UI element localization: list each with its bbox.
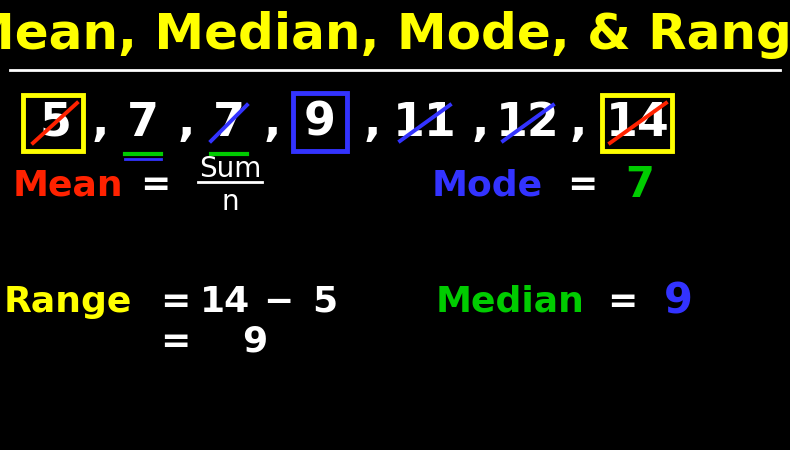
Bar <box>23 95 83 151</box>
Text: Median: Median <box>435 285 585 319</box>
Bar <box>293 93 347 151</box>
Text: 11: 11 <box>393 100 457 145</box>
Text: 7: 7 <box>213 100 245 145</box>
Text: Range: Range <box>4 285 132 319</box>
Text: −: − <box>263 285 293 319</box>
Text: 5: 5 <box>39 100 71 145</box>
Text: =: = <box>566 168 597 202</box>
Text: ,: , <box>177 100 194 145</box>
Text: =: = <box>607 285 638 319</box>
Text: Mean: Mean <box>13 168 123 202</box>
Text: 7: 7 <box>127 100 159 145</box>
Text: ,: , <box>92 100 109 145</box>
Bar <box>602 95 672 151</box>
Text: n: n <box>221 188 239 216</box>
Text: =: = <box>160 285 190 319</box>
Text: ,: , <box>263 100 280 145</box>
Text: Mode: Mode <box>431 168 543 202</box>
Text: ,: , <box>363 100 381 145</box>
Text: 5: 5 <box>312 285 337 319</box>
Text: 14: 14 <box>200 285 250 319</box>
Text: Mean, Median, Mode, & Range: Mean, Median, Mode, & Range <box>0 11 790 59</box>
Text: 9: 9 <box>664 281 693 323</box>
Text: 7: 7 <box>626 164 654 206</box>
Text: 9: 9 <box>243 325 268 359</box>
Text: =: = <box>140 168 170 202</box>
Text: =: = <box>160 325 190 359</box>
Text: 14: 14 <box>606 100 670 145</box>
Text: ,: , <box>472 100 489 145</box>
Text: ,: , <box>570 100 587 145</box>
Text: 12: 12 <box>496 100 560 145</box>
Text: 9: 9 <box>304 100 336 145</box>
Text: Sum: Sum <box>199 155 261 183</box>
